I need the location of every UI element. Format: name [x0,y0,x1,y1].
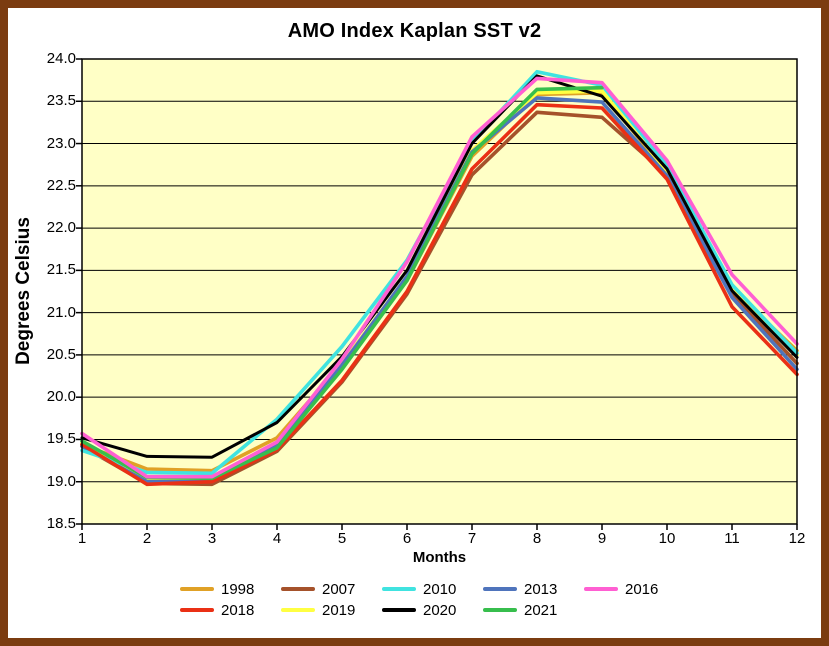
x-tick-label: 3 [207,530,217,547]
x-tick-label: 4 [272,530,282,547]
y-tick-label: 19.5 [46,430,76,448]
series-line-2016 [80,76,799,479]
y-tick-label: 19.0 [46,472,76,490]
y-tick-label: 22.5 [46,176,76,194]
series-line-2018 [80,102,799,487]
y-tick-label: 22.0 [46,219,76,237]
y-tick-label: 21.0 [46,303,76,321]
x-tick-label: 9 [597,530,607,547]
y-tick-label: 23.0 [46,134,76,152]
plot-border [81,58,798,525]
x-axis-title: Months [412,549,467,566]
x-tick-label: 6 [402,530,412,547]
x-tick-label: 5 [337,530,347,547]
x-tick-label: 1 [77,530,87,547]
x-tick-label: 2 [142,530,152,547]
x-tick-label: 10 [658,530,676,547]
plot-area [82,59,797,524]
y-tick-label: 24.0 [46,50,76,67]
y-tick-label: 20.0 [46,388,76,406]
x-tick-label: 8 [532,530,542,547]
series-line-2020 [80,74,799,459]
x-tick-label: 12 [788,530,806,547]
x-tick-label: 7 [467,530,477,547]
y-axis-title: Degrees Celsius [13,217,34,365]
y-tick-label: 18.5 [46,515,76,532]
x-tick-label: 11 [724,530,740,547]
y-tick-label: 20.5 [46,345,76,363]
chart-title: AMO Index Kaplan SST v2 [287,20,542,42]
y-tick-label: 23.5 [46,92,76,110]
y-tick-label: 21.5 [46,261,76,279]
